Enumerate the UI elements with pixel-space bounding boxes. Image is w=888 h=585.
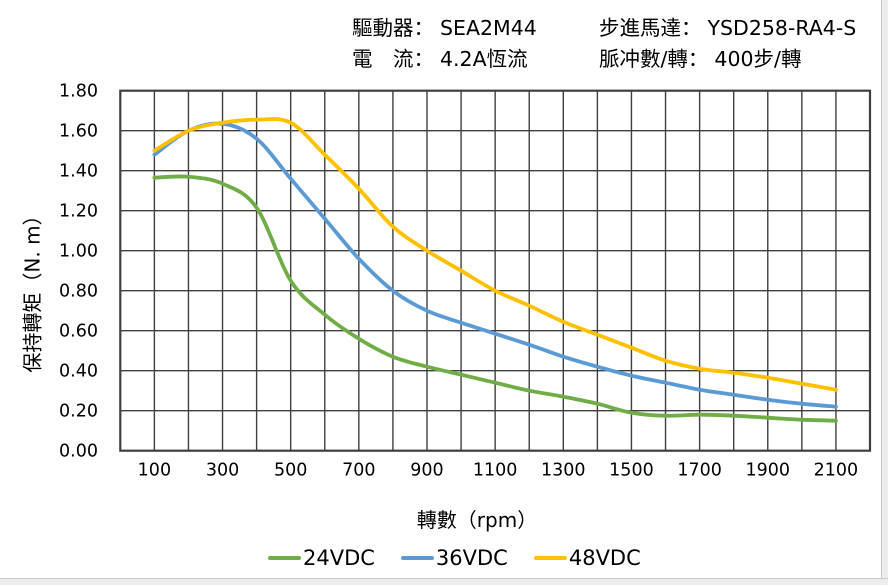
legend-label-48VDC: 48VDC — [568, 546, 641, 570]
curve-24VDC — [152, 174, 838, 423]
window-bottom-edge — [0, 578, 888, 585]
svg-text:0.00: 0.00 — [59, 442, 98, 462]
current-row: 電 流： 4.2A恆流 — [352, 44, 537, 75]
x-tick-labels: 100 300 500 700 900 1100 1300 1500 1700 1900 2100 — [138, 461, 859, 481]
motor-label: 步進馬達： — [599, 16, 702, 40]
y-tick-labels: 0.00 0.20 0.40 0.60 0.80 1.00 1.20 1.40 1.60 1.80 — [59, 82, 98, 462]
svg-text:100: 100 — [138, 461, 171, 481]
series-curves — [152, 117, 838, 423]
pulses-label: 脈冲數/轉： — [599, 47, 709, 71]
motor-row: 步進馬達： YSD258-RA4-S — [599, 13, 856, 44]
svg-text:1.00: 1.00 — [59, 242, 98, 262]
motor-value: YSD258-RA4-S — [707, 16, 857, 40]
svg-text:1700: 1700 — [677, 461, 722, 481]
svg-text:1900: 1900 — [745, 461, 790, 481]
svg-text:1100: 1100 — [473, 461, 518, 481]
svg-text:0.60: 0.60 — [59, 322, 98, 342]
svg-text:2100: 2100 — [814, 461, 859, 481]
svg-text:1.40: 1.40 — [59, 162, 98, 182]
pulses-value: 400步/轉 — [714, 47, 802, 71]
pulses-row: 脈冲數/轉： 400步/轉 — [599, 44, 856, 75]
legend-swatch-36VDC — [400, 556, 434, 560]
legend-item-48VDC: 48VDC — [533, 546, 641, 570]
curve-48VDC — [152, 117, 838, 392]
header-left-column: 驅動器： SEA2M44 電 流： 4.2A恆流 — [352, 13, 537, 75]
svg-text:700: 700 — [342, 461, 375, 481]
svg-text:0.20: 0.20 — [59, 402, 98, 422]
svg-text:1.60: 1.60 — [59, 122, 98, 142]
driver-value: SEA2M44 — [440, 16, 537, 40]
legend: 24VDC 36VDC 48VDC — [268, 543, 641, 573]
curve-36VDC — [152, 121, 838, 409]
window-right-edge — [881, 0, 888, 585]
svg-text:0.80: 0.80 — [59, 282, 98, 302]
driver-row: 驅動器： SEA2M44 — [352, 13, 537, 44]
driver-label: 驅動器： — [352, 16, 434, 40]
legend-item-36VDC: 36VDC — [400, 546, 508, 570]
legend-swatch-24VDC — [268, 556, 301, 560]
header-right-column: 步進馬達： YSD258-RA4-S 脈冲數/轉： 400步/轉 — [599, 13, 856, 75]
legend-swatch-48VDC — [533, 556, 567, 560]
svg-text:0.40: 0.40 — [59, 362, 98, 382]
legend-label-24VDC: 24VDC — [303, 546, 375, 570]
svg-text:1300: 1300 — [541, 461, 586, 481]
current-label: 電 流： — [352, 47, 434, 71]
svg-text:900: 900 — [410, 461, 443, 481]
current-value: 4.2A恆流 — [440, 47, 528, 71]
plot-border — [119, 89, 872, 452]
svg-text:300: 300 — [206, 461, 239, 481]
svg-text:500: 500 — [274, 461, 307, 481]
x-axis-title: 轉數（rpm） — [416, 508, 538, 532]
legend-item-24VDC: 24VDC — [268, 546, 375, 570]
svg-text:1.20: 1.20 — [59, 202, 98, 222]
svg-text:1.80: 1.80 — [59, 82, 98, 102]
legend-label-36VDC: 36VDC — [435, 546, 508, 570]
y-axis-title: 保持轉矩（N. m） — [20, 205, 45, 373]
svg-text:1500: 1500 — [609, 461, 654, 481]
